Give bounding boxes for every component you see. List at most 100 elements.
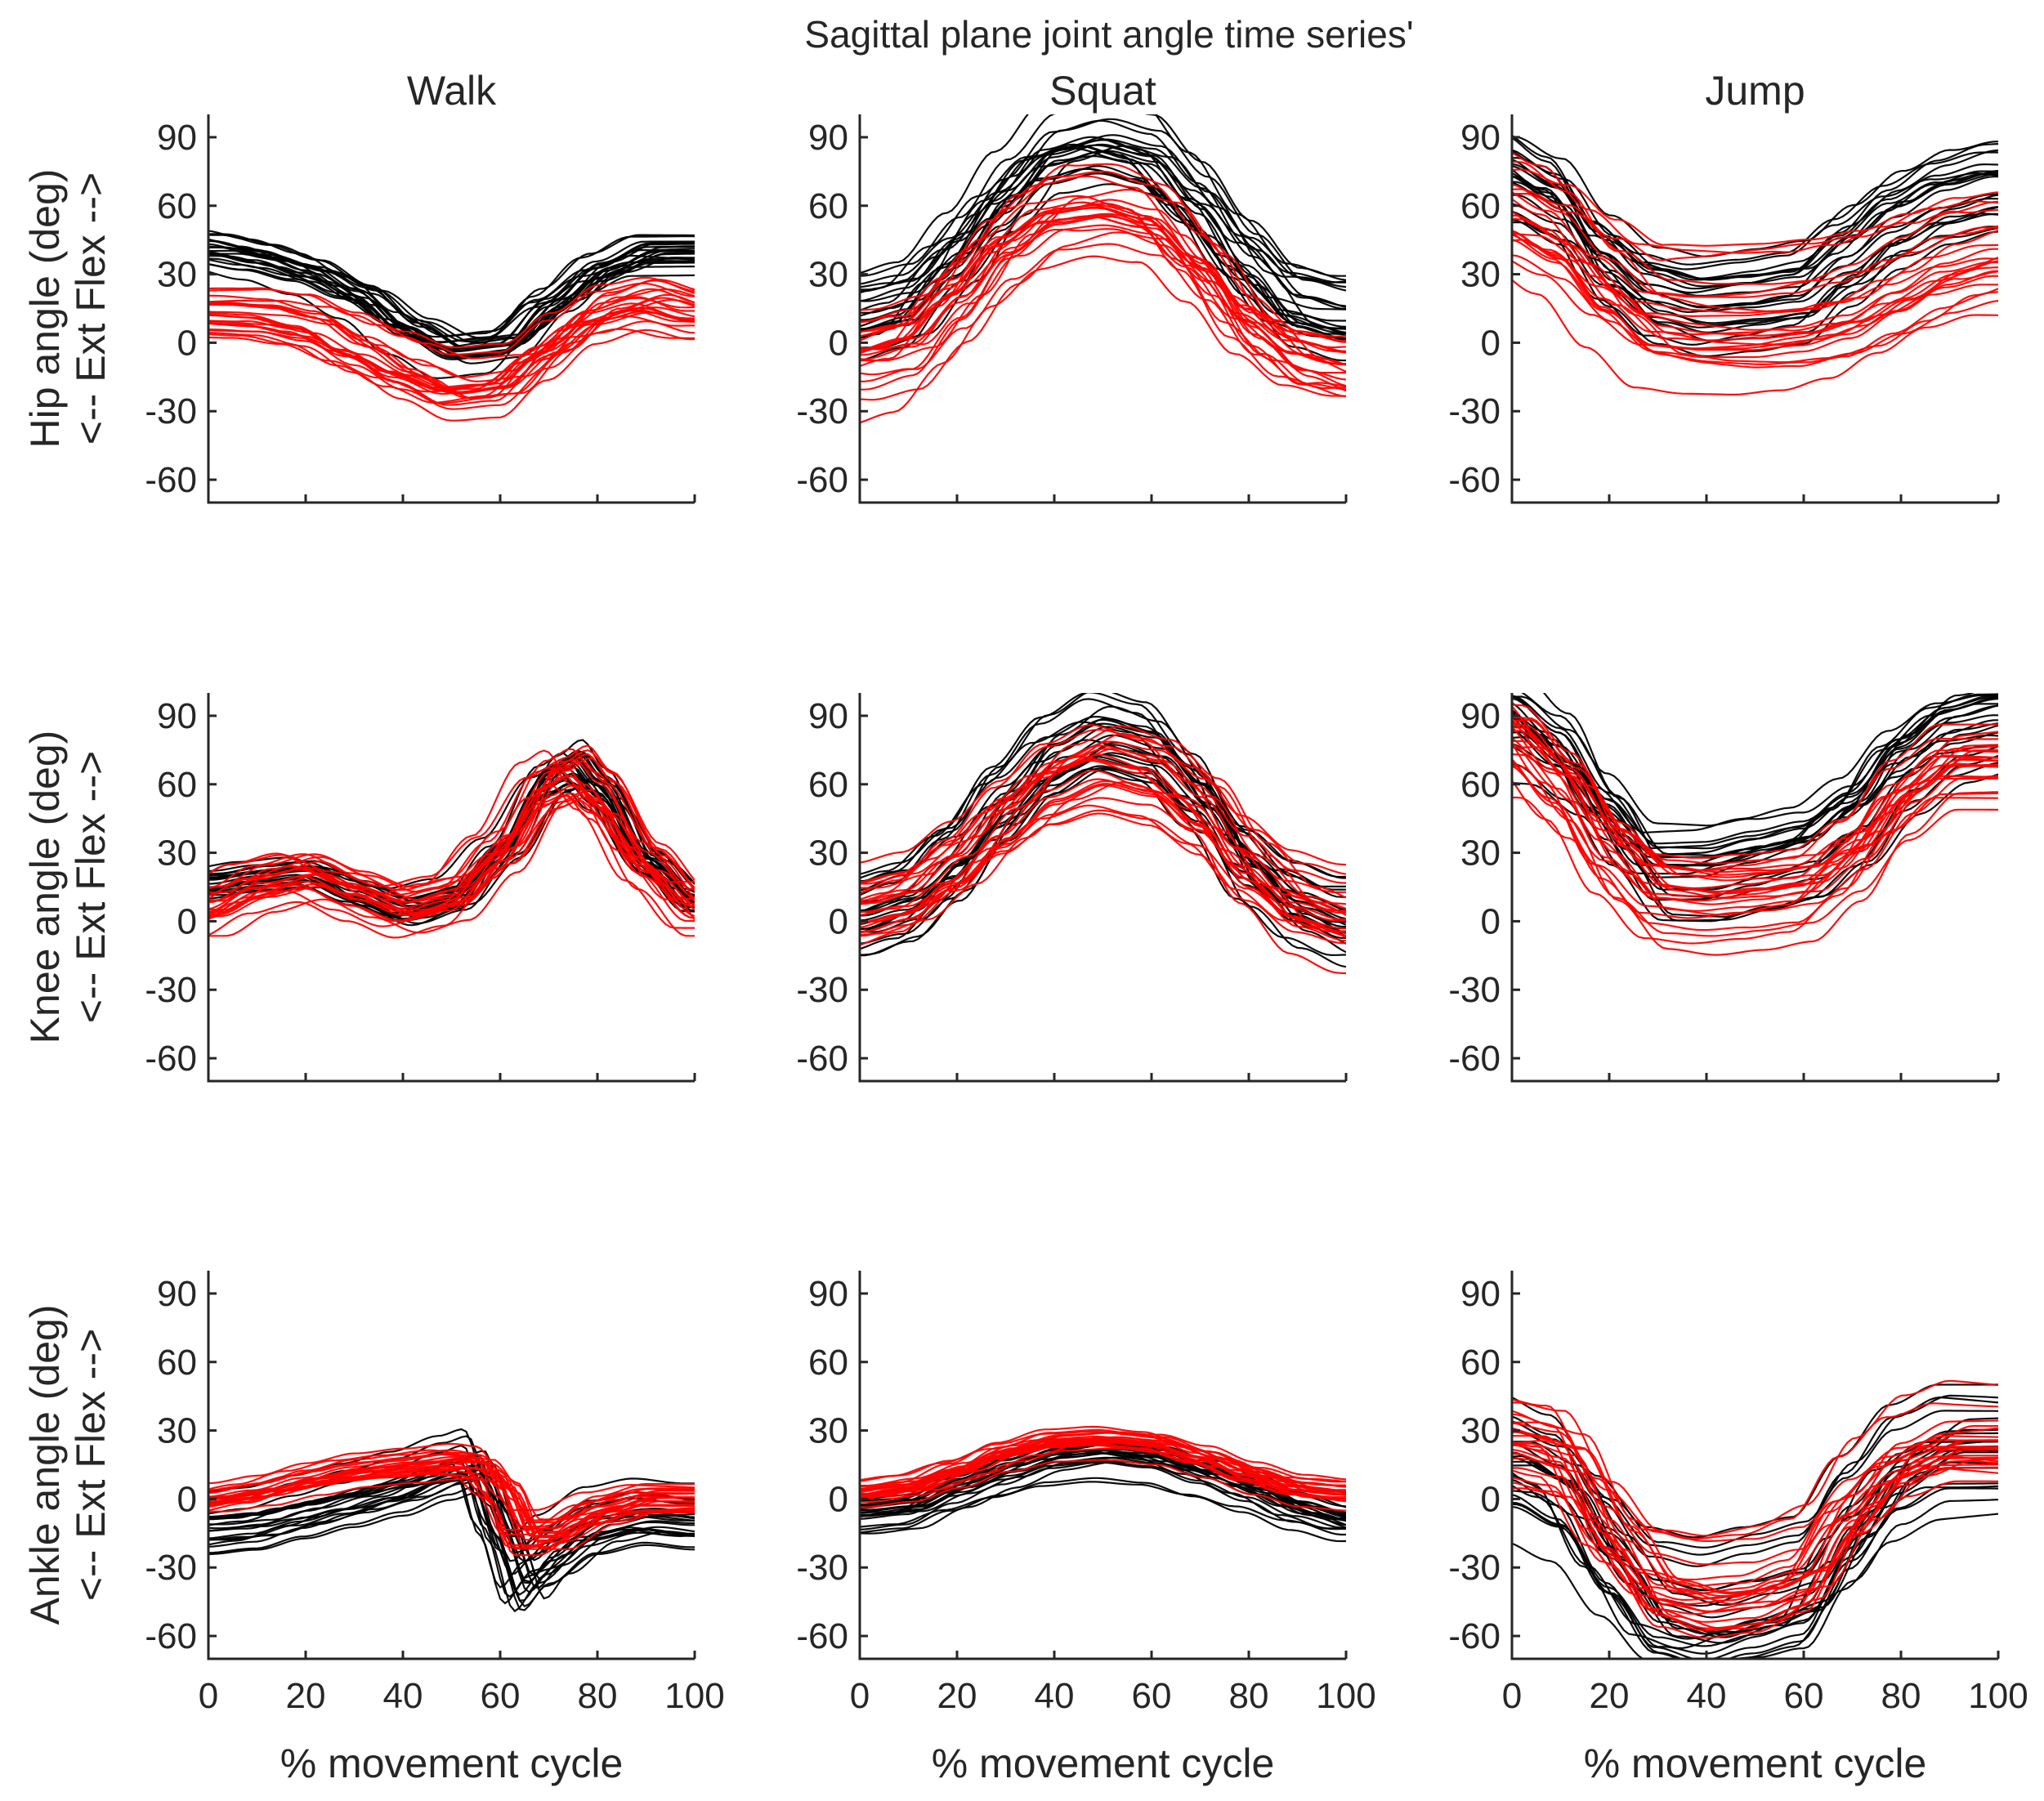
trace-black-20 (208, 230, 695, 337)
trace-red-22 (208, 1465, 695, 1557)
trace-red-14 (208, 1467, 695, 1551)
ytick-label: -60 (796, 1616, 848, 1656)
panel-hip-walk: 90 60 30 0 -30 -60 Walk Hip angle (deg) <-- Ext … (22, 68, 696, 504)
trace-red-13 (208, 279, 695, 378)
trace-red-11 (1512, 726, 1998, 890)
trace-red-4 (1512, 230, 1998, 336)
trace-black-21 (1512, 210, 1998, 328)
traces (1512, 1379, 1998, 1659)
trace-red-15 (860, 188, 1346, 366)
trace-red-22 (1512, 780, 1998, 945)
trace-red-19 (208, 749, 695, 900)
xtick-label: 60 (1132, 1676, 1172, 1716)
trace-red-2 (208, 749, 695, 894)
x-axis-label: % movement cycle (932, 1741, 1275, 1786)
ytick-label: 0 (1481, 1479, 1501, 1519)
xtick-label: 100 (1316, 1676, 1375, 1716)
ytick-label: 0 (177, 901, 197, 941)
trace-red-18 (1512, 746, 1998, 878)
traces (860, 114, 1346, 424)
trace-black-20 (1512, 1467, 1998, 1659)
trace-red-3 (208, 759, 695, 905)
traces (860, 693, 1346, 975)
trace-black-5 (1512, 1482, 1998, 1659)
trace-red-3 (1512, 737, 1998, 872)
trace-red-15 (208, 276, 695, 349)
trace-red-19 (860, 255, 1346, 424)
trace-red-11 (208, 298, 695, 382)
trace-red-9 (1512, 279, 1998, 396)
x-axis-label: % movement cycle (280, 1741, 624, 1786)
ytick-label: 30 (808, 833, 848, 874)
trace-red-1 (1512, 722, 1998, 905)
trace-black-4 (208, 1492, 695, 1608)
ytick-label: 0 (829, 323, 848, 363)
traces (860, 1425, 1346, 1543)
trace-red-19 (1512, 193, 1998, 285)
trace-red-7 (1512, 1398, 1998, 1540)
traces (208, 739, 695, 939)
ytick-label: 0 (1481, 323, 1501, 363)
trace-black-10 (860, 134, 1346, 314)
xtick-label: 0 (1502, 1676, 1522, 1716)
trace-red-5 (860, 784, 1346, 942)
trace-red-10 (208, 794, 695, 939)
trace-red-21 (1512, 743, 1998, 902)
column-title-jump: Jump (1705, 68, 1805, 114)
trace-black-17 (860, 136, 1346, 329)
xtick-label: 80 (1229, 1676, 1269, 1716)
trace-black-7 (860, 114, 1346, 277)
trace-red-18 (1512, 1441, 1998, 1601)
ytick-label: 60 (808, 765, 848, 805)
y-axis-label-direction: <-- Ext Flex --> (68, 751, 114, 1023)
ytick-label: 60 (157, 186, 197, 226)
ytick-label: 60 (1460, 765, 1501, 805)
xtick-label: 20 (937, 1676, 977, 1716)
trace-red-17 (208, 785, 695, 929)
trace-black-11 (1512, 172, 1998, 270)
trace-red-1 (208, 288, 695, 360)
ytick-label: 0 (177, 1479, 197, 1519)
ytick-label: -30 (1448, 391, 1501, 431)
trace-black-10 (860, 715, 1346, 878)
trace-black-7 (1512, 175, 1998, 308)
trace-red-21 (860, 783, 1346, 936)
ytick-label: 90 (1460, 1274, 1501, 1314)
trace-black-21 (208, 761, 695, 905)
ytick-label: -60 (796, 460, 848, 500)
ytick-label: -60 (796, 1039, 848, 1079)
ytick-label: -30 (796, 391, 848, 431)
ytick-label: 30 (808, 1411, 848, 1451)
ytick-label: 30 (157, 255, 197, 295)
traces (208, 230, 695, 422)
xtick-label: 40 (383, 1676, 423, 1716)
trace-red-15 (1512, 233, 1998, 318)
trace-red-11 (1512, 239, 1998, 351)
xtick-label: 40 (1035, 1676, 1075, 1716)
figure-title: Sagittal plane joint angle time series' (804, 13, 1413, 56)
y-axis-label-joint: Knee angle (deg) (22, 731, 68, 1044)
trace-red-20 (208, 744, 695, 902)
traces (1512, 693, 1998, 956)
trace-black-3 (860, 744, 1346, 956)
trace-red-5 (860, 175, 1346, 354)
trace-red-22 (208, 784, 695, 917)
ytick-label: 0 (829, 901, 848, 941)
trace-black-18 (1512, 1410, 1998, 1556)
trace-black-8 (860, 118, 1346, 292)
trace-black-22 (208, 270, 695, 379)
ytick-label: 0 (177, 323, 197, 363)
trace-red-21 (860, 206, 1346, 365)
trace-black-21 (208, 263, 695, 343)
trace-red-22 (860, 1438, 1346, 1495)
trace-black-14 (208, 1475, 695, 1589)
trace-red-16 (860, 163, 1346, 373)
trace-red-22 (860, 812, 1346, 945)
trace-black-13 (860, 144, 1346, 285)
trace-red-6 (1512, 1422, 1998, 1542)
ytick-label: 60 (808, 186, 848, 226)
trace-red-18 (208, 309, 695, 404)
ytick-label: -30 (796, 1548, 848, 1588)
trace-red-6 (208, 1453, 695, 1528)
